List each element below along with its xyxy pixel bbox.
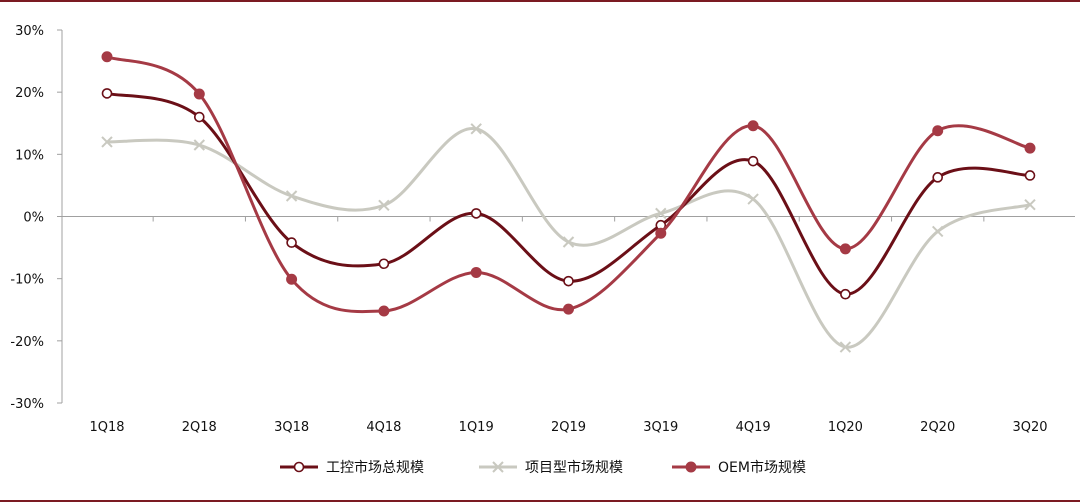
x-tick-label: 2Q18 bbox=[182, 420, 217, 435]
y-tick-label: 30% bbox=[15, 24, 44, 39]
data-point bbox=[101, 136, 113, 148]
legend-marker bbox=[293, 461, 305, 473]
data-point bbox=[562, 236, 575, 248]
series-line bbox=[106, 55, 1031, 314]
data-point bbox=[378, 199, 390, 212]
data-point bbox=[747, 193, 759, 205]
data-point bbox=[747, 120, 759, 132]
x-tick-label: 4Q19 bbox=[736, 420, 771, 435]
data-point bbox=[378, 305, 390, 317]
data-point bbox=[101, 51, 113, 63]
x-tick-labels: 1Q18 2Q18 3Q18 4Q18 1Q19 2Q19 3Q19 4Q19 1Q20 2Q20… bbox=[89, 420, 1047, 435]
x-tick-label: 1Q18 bbox=[89, 420, 124, 435]
legend-label: 工控市场总规模 bbox=[326, 459, 424, 476]
legend-item: 项目型市场规模 bbox=[479, 459, 623, 476]
data-point bbox=[1024, 170, 1036, 181]
x-tick-label: 4Q18 bbox=[366, 420, 401, 435]
x-tick-label: 3Q19 bbox=[643, 420, 678, 435]
data-point bbox=[839, 243, 851, 255]
y-tick-label: 20% bbox=[15, 86, 44, 101]
x-tick-label: 3Q18 bbox=[274, 420, 309, 435]
y-tick-label: -20% bbox=[10, 335, 44, 350]
data-point bbox=[932, 125, 944, 137]
bottom-border bbox=[0, 500, 1080, 502]
data-point bbox=[839, 341, 852, 353]
data-point bbox=[378, 258, 390, 270]
legend-label: 项目型市场规模 bbox=[525, 459, 623, 476]
series-2 bbox=[101, 51, 1036, 317]
legend: 工控市场总规模 项目型市场规模 OEM市场规模 bbox=[280, 459, 806, 476]
y-tick-labels: 30% 20% 10% 0% -10% -20% -30% bbox=[10, 24, 44, 412]
x-tick-label: 1Q19 bbox=[459, 420, 494, 435]
series-layer bbox=[101, 51, 1036, 353]
data-point bbox=[747, 155, 759, 167]
data-point bbox=[470, 208, 482, 219]
data-point bbox=[193, 88, 205, 100]
data-point bbox=[286, 237, 297, 248]
data-point bbox=[194, 111, 205, 123]
data-point bbox=[932, 172, 944, 183]
series-1 bbox=[101, 123, 1036, 353]
data-point bbox=[285, 190, 298, 202]
data-point bbox=[193, 139, 206, 151]
y-tick-label: 10% bbox=[15, 148, 44, 163]
data-point bbox=[931, 225, 944, 238]
series-line bbox=[106, 91, 1031, 296]
data-point bbox=[1024, 142, 1036, 154]
data-point bbox=[655, 207, 667, 220]
y-tick-label: -30% bbox=[10, 397, 44, 412]
data-point bbox=[470, 123, 482, 135]
top-border bbox=[0, 0, 1080, 2]
data-point bbox=[563, 275, 574, 287]
data-point bbox=[563, 303, 574, 315]
series-line bbox=[106, 127, 1031, 349]
legend-marker bbox=[492, 461, 504, 473]
data-point bbox=[1024, 198, 1036, 211]
legend-label: OEM市场规模 bbox=[718, 459, 806, 476]
legend-item: 工控市场总规模 bbox=[280, 459, 424, 476]
data-point bbox=[470, 266, 482, 278]
data-point bbox=[840, 288, 851, 300]
x-tick-label: 1Q20 bbox=[828, 420, 863, 435]
legend-item: OEM市场规模 bbox=[672, 459, 806, 476]
data-point bbox=[101, 88, 113, 99]
axes bbox=[57, 29, 1075, 404]
x-tick-label: 2Q20 bbox=[920, 420, 955, 435]
legend-marker bbox=[685, 461, 697, 473]
x-tick-label: 2Q19 bbox=[551, 420, 586, 435]
y-tick-label: -10% bbox=[10, 273, 44, 288]
series-0 bbox=[101, 88, 1036, 300]
data-point bbox=[286, 273, 298, 285]
x-tick-label: 3Q20 bbox=[1012, 420, 1047, 435]
data-point bbox=[655, 227, 667, 239]
y-tick-label: 0% bbox=[23, 211, 44, 226]
